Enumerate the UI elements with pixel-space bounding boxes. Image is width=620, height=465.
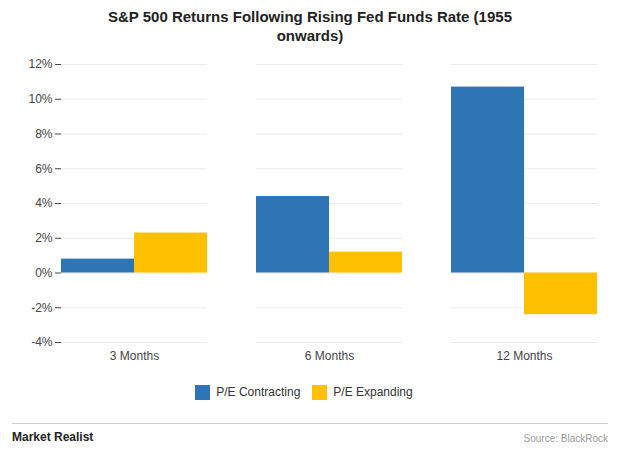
svg-text:8%: 8% xyxy=(35,126,53,140)
svg-text:-4%: -4% xyxy=(31,335,53,349)
svg-text:4%: 4% xyxy=(35,196,53,210)
svg-text:-2%: -2% xyxy=(31,300,53,314)
svg-text:10%: 10% xyxy=(28,92,52,106)
svg-text:2%: 2% xyxy=(35,231,53,245)
svg-text:3 Months: 3 Months xyxy=(110,349,159,363)
html-text:S&P 500 Returns Following Risi: S&P 500 Returns Following Rising Fed Fun… xyxy=(108,8,512,44)
svg-text:6 Months: 6 Months xyxy=(305,349,354,363)
svg-text:12%: 12% xyxy=(28,57,52,71)
html-text:P/E Contracting: P/E Contracting xyxy=(216,385,301,399)
svg-text:12 Months: 12 Months xyxy=(496,349,552,363)
svg-text:0%: 0% xyxy=(35,265,53,279)
html-text:P/E Expanding: P/E Expanding xyxy=(333,385,413,399)
svg-text:6%: 6% xyxy=(35,161,53,175)
html-text:Market Realist: Market Realist xyxy=(12,429,94,444)
html-text:Source: BlackRock: Source: BlackRock xyxy=(523,432,608,444)
